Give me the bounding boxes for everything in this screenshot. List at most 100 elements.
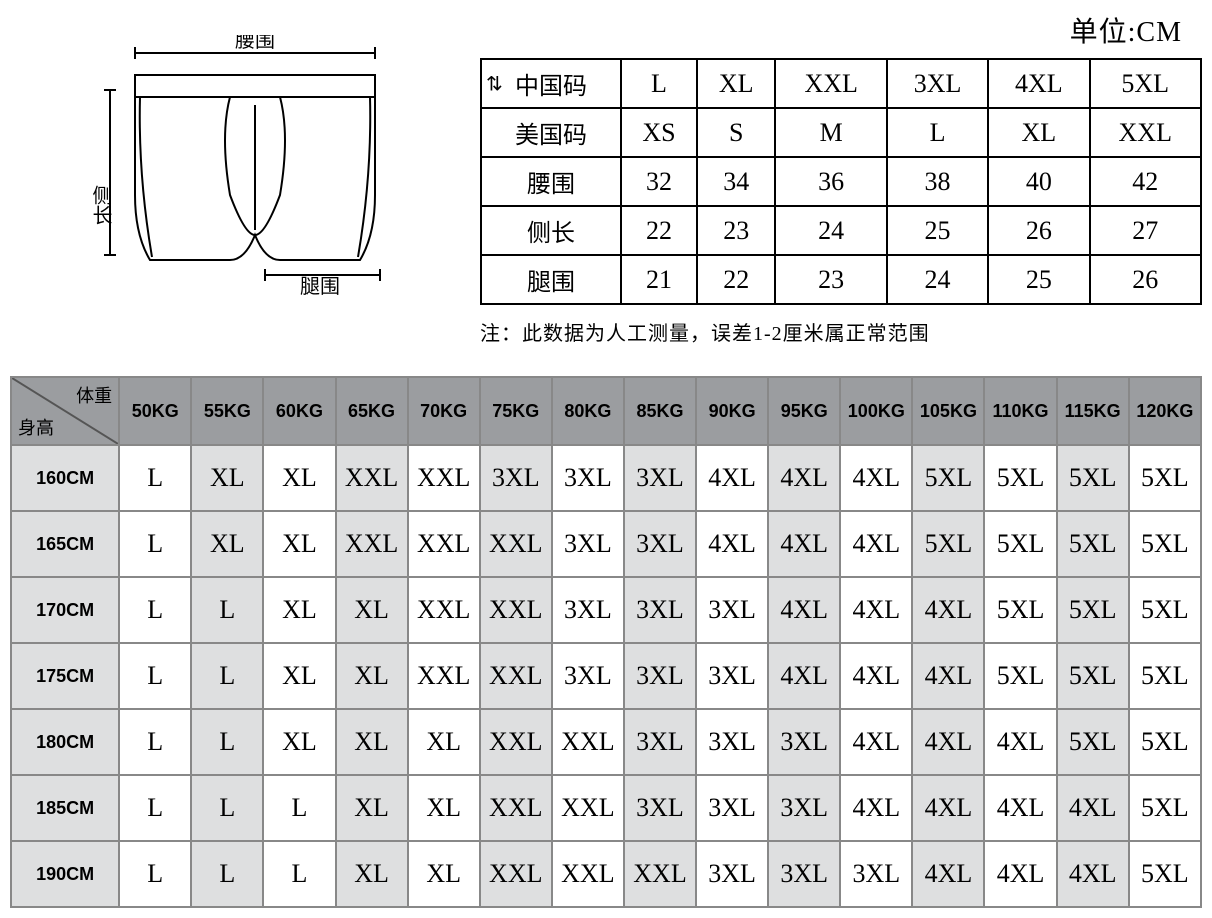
matrix-size-cell: XL: [191, 445, 263, 511]
matrix-size-cell: 3XL: [480, 445, 552, 511]
size-row-label: 腿围: [481, 255, 621, 304]
garment-diagram: 腰围 侧长 腿围: [10, 10, 450, 295]
matrix-size-cell: XL: [408, 841, 480, 907]
matrix-corner: 体重身高: [11, 377, 119, 445]
matrix-size-cell: L: [263, 775, 335, 841]
size-row-label: 侧长: [481, 206, 621, 255]
matrix-size-cell: 3XL: [552, 511, 624, 577]
matrix-size-cell: XL: [263, 709, 335, 775]
matrix-size-cell: XXL: [336, 445, 408, 511]
matrix-size-cell: 4XL: [840, 709, 912, 775]
height-header: 185CM: [11, 775, 119, 841]
size-cell: 26: [1090, 255, 1202, 304]
size-cell: 25: [988, 255, 1089, 304]
matrix-size-cell: 3XL: [624, 643, 696, 709]
matrix-size-cell: XL: [263, 511, 335, 577]
size-cell: L: [887, 108, 988, 157]
size-cell: 22: [697, 255, 775, 304]
height-header: 160CM: [11, 445, 119, 511]
matrix-size-cell: 4XL: [696, 511, 768, 577]
matrix-size-cell: XL: [263, 643, 335, 709]
matrix-size-cell: 5XL: [1057, 511, 1129, 577]
matrix-size-cell: 5XL: [1129, 445, 1201, 511]
matrix-size-cell: 3XL: [696, 775, 768, 841]
matrix-size-cell: XL: [336, 643, 408, 709]
matrix-size-cell: L: [119, 445, 191, 511]
matrix-size-cell: 4XL: [912, 775, 984, 841]
corner-weight-label: 体重: [76, 382, 112, 408]
diagram-leg-label: 腿围: [300, 276, 340, 295]
size-cell: XXL: [775, 59, 886, 108]
size-cell: 34: [697, 157, 775, 206]
size-cell: 5XL: [1090, 59, 1202, 108]
diagram-side-label: 侧长: [89, 185, 112, 225]
size-cell: 38: [887, 157, 988, 206]
size-cell: 36: [775, 157, 886, 206]
size-cell: 32: [621, 157, 697, 206]
weight-header: 75KG: [480, 377, 552, 445]
weight-header: 90KG: [696, 377, 768, 445]
matrix-size-cell: 4XL: [912, 709, 984, 775]
matrix-size-cell: 5XL: [1129, 775, 1201, 841]
matrix-size-cell: XXL: [480, 511, 552, 577]
matrix-size-cell: XL: [263, 577, 335, 643]
matrix-size-cell: XXL: [552, 709, 624, 775]
matrix-size-cell: 5XL: [984, 643, 1056, 709]
matrix-size-cell: 5XL: [984, 577, 1056, 643]
size-cell: 3XL: [887, 59, 988, 108]
matrix-size-cell: XL: [408, 775, 480, 841]
swap-icon: ⇅: [486, 71, 503, 96]
size-cell: XL: [988, 108, 1089, 157]
corner-height-label: 身高: [18, 414, 54, 440]
matrix-size-cell: XXL: [336, 511, 408, 577]
weight-header: 55KG: [191, 377, 263, 445]
weight-header: 120KG: [1129, 377, 1201, 445]
matrix-size-cell: 5XL: [1057, 709, 1129, 775]
matrix-size-cell: L: [119, 841, 191, 907]
matrix-size-cell: XXL: [624, 841, 696, 907]
matrix-size-cell: XL: [408, 709, 480, 775]
matrix-size-cell: 3XL: [552, 445, 624, 511]
matrix-size-cell: 4XL: [840, 511, 912, 577]
matrix-size-cell: 3XL: [696, 577, 768, 643]
weight-header: 115KG: [1057, 377, 1129, 445]
matrix-size-cell: L: [119, 775, 191, 841]
matrix-size-cell: 3XL: [696, 709, 768, 775]
weight-header: 100KG: [840, 377, 912, 445]
size-block: 单位:CM ⇅中国码LXLXXL3XL4XL5XL美国码XSSMLXLXXL腰围…: [480, 10, 1202, 346]
size-cell: 21: [621, 255, 697, 304]
matrix-size-cell: 4XL: [768, 445, 840, 511]
matrix-size-cell: 3XL: [624, 511, 696, 577]
diagram-waist-label: 腰围: [235, 35, 275, 52]
matrix-size-cell: L: [191, 577, 263, 643]
weight-header: 85KG: [624, 377, 696, 445]
size-cell: 25: [887, 206, 988, 255]
matrix-size-cell: L: [119, 709, 191, 775]
matrix-size-cell: 3XL: [552, 577, 624, 643]
matrix-size-cell: 4XL: [768, 511, 840, 577]
matrix-size-cell: 3XL: [768, 841, 840, 907]
height-header: 165CM: [11, 511, 119, 577]
unit-label: 单位:CM: [480, 10, 1202, 50]
matrix-size-cell: XXL: [408, 577, 480, 643]
matrix-size-cell: 4XL: [840, 445, 912, 511]
matrix-size-cell: XL: [191, 511, 263, 577]
matrix-size-cell: L: [191, 709, 263, 775]
size-cell: 23: [697, 206, 775, 255]
matrix-size-cell: XL: [336, 841, 408, 907]
size-cell: 23: [775, 255, 886, 304]
matrix-size-cell: 4XL: [912, 577, 984, 643]
weight-header: 50KG: [119, 377, 191, 445]
size-cell: 27: [1090, 206, 1202, 255]
matrix-size-cell: 3XL: [624, 709, 696, 775]
top-section: 腰围 侧长 腿围 单位:CM ⇅中国码LXLXXL3XL4XL5XL美国码XSS…: [10, 10, 1202, 346]
matrix-size-cell: 5XL: [1057, 445, 1129, 511]
matrix-size-cell: 5XL: [1129, 511, 1201, 577]
size-cell: 26: [988, 206, 1089, 255]
height-header: 175CM: [11, 643, 119, 709]
size-cell: L: [621, 59, 697, 108]
size-cell: S: [697, 108, 775, 157]
size-cell: 40: [988, 157, 1089, 206]
measurement-note: 注：此数据为人工测量，误差1-2厘米属正常范围: [480, 317, 1202, 346]
matrix-size-cell: 4XL: [840, 577, 912, 643]
